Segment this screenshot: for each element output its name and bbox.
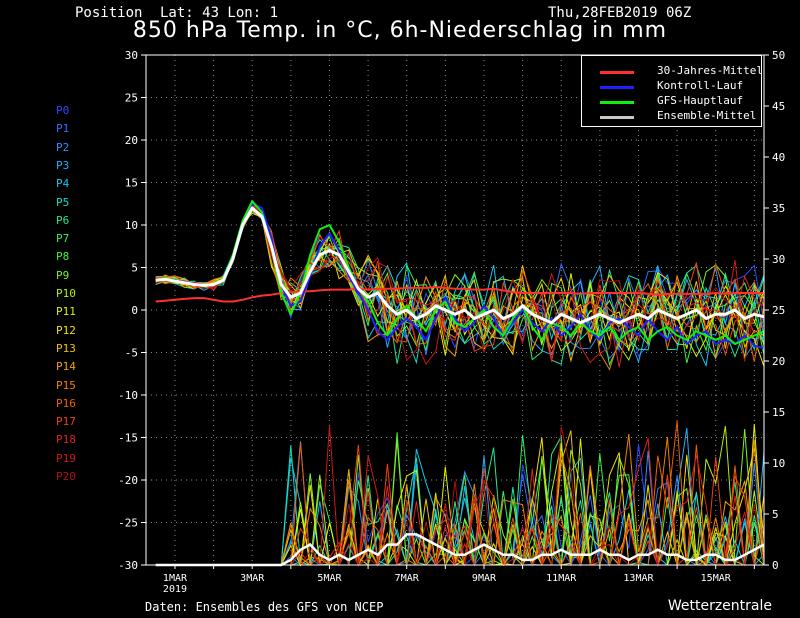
left-tick-label: 0 <box>131 304 138 317</box>
run-time: Thu,28FEB2019 06Z <box>548 5 692 21</box>
highlight-series <box>155 200 765 567</box>
legend: 30-Jahres-Mittel Kontroll-Lauf GFS-Haupt… <box>581 55 763 127</box>
x-tick-label: 11MAR <box>546 573 577 584</box>
x-tick-label: 3MAR <box>240 573 265 584</box>
member-label-p11: P11 <box>56 305 76 319</box>
series-line-ensemble-mittel <box>155 206 765 325</box>
legend-label: Ensemble-Mittel <box>657 109 757 122</box>
member-line-p19 <box>155 207 765 366</box>
left-tick-label: 5 <box>131 262 138 275</box>
position-label: Position <box>75 5 143 21</box>
member-label-p4: P4 <box>56 177 70 191</box>
member-label-p12: P12 <box>56 323 76 337</box>
legend-item-mean: Ensemble-Mittel <box>582 109 763 125</box>
member-label-p6: P6 <box>56 213 70 227</box>
x-tick-label: 15MAR <box>701 573 732 584</box>
series-line-30-jahres-mittel <box>155 286 764 303</box>
left-tick-label: -5 <box>125 347 138 360</box>
left-tick-label: 25 <box>125 92 138 105</box>
left-tick-label: 20 <box>125 134 138 147</box>
coordinates: Lat: 43 Lon: 1 <box>160 5 279 21</box>
member-line-p5 <box>155 210 765 365</box>
left-tick-label: 30 <box>125 49 138 62</box>
member-line-p16 <box>155 208 765 362</box>
right-tick-label: 10 <box>772 457 785 470</box>
left-tick-label: -10 <box>118 389 138 402</box>
left-tick-label: -30 <box>118 559 138 572</box>
member-label-p17: P17 <box>56 415 76 429</box>
member-label-p10: P10 <box>56 287 76 300</box>
legend-label: Kontroll-Lauf <box>657 79 744 92</box>
member-label-p0: P0 <box>56 104 70 117</box>
member-label-p2: P2 <box>56 140 70 154</box>
member-line-p3 <box>155 208 765 364</box>
series-line-gfs-hauptlauf <box>155 200 765 345</box>
left-tick-label: 15 <box>125 177 138 190</box>
right-tick-label: 35 <box>772 202 785 215</box>
member-label-p13: P13 <box>56 341 76 355</box>
member-label-p3: P3 <box>56 158 70 172</box>
member-label-p18: P18 <box>56 433 76 447</box>
legend-swatch <box>600 101 634 104</box>
member-line-p0 <box>155 204 765 360</box>
legend-item-control: Kontroll-Lauf <box>582 79 763 95</box>
right-tick-label: 0 <box>772 559 779 572</box>
data-source: Daten: Ensembles des GFS von NCEP <box>145 600 384 614</box>
legend-swatch <box>600 71 634 74</box>
right-tick-label: 50 <box>772 49 785 62</box>
legend-swatch <box>600 116 634 119</box>
left-tick-label: -25 <box>118 517 138 530</box>
x-tick-sublabel: 2019 <box>163 584 187 595</box>
legend-item-main-run: GFS-Hauptlauf <box>582 94 763 110</box>
member-label-p7: P7 <box>56 232 70 246</box>
member-label-p14: P14 <box>56 360 76 374</box>
right-tick-label: 40 <box>772 151 785 164</box>
member-label-p15: P15 <box>56 378 76 392</box>
right-tick-label: 20 <box>772 355 785 368</box>
x-tick-label: 5MAR <box>317 573 342 584</box>
axes: -30 -25 -20 -15 -10 -5 0 5 10 15 20 25 30 0 5 10 15 20 25 3… <box>118 49 785 595</box>
member-label-p1: P1 <box>56 122 70 136</box>
member-label-p5: P5 <box>56 195 70 209</box>
legend-item-climate: 30-Jahres-Mittel <box>582 64 763 80</box>
ensemble-members <box>155 203 765 371</box>
member-line-p8 <box>155 208 765 367</box>
member-line-p20 <box>155 204 765 362</box>
left-tick-label: -15 <box>118 432 138 445</box>
member-label-p16: P16 <box>56 396 76 410</box>
right-tick-label: 15 <box>772 406 785 419</box>
x-tick-label: 1MAR <box>163 573 188 584</box>
member-label-p8: P8 <box>56 250 70 264</box>
member-label-p9: P9 <box>56 268 70 282</box>
right-tick-label: 45 <box>772 100 785 113</box>
member-label-p19: P19 <box>56 451 76 465</box>
legend-label: 30-Jahres-Mittel <box>657 64 763 77</box>
precipitation-traces <box>155 420 765 567</box>
left-tick-label: 10 <box>125 219 138 232</box>
member-line-p18 <box>155 205 765 368</box>
x-tick-label: 9MAR <box>472 573 497 584</box>
x-tick-label: 7MAR <box>395 573 420 584</box>
legend-swatch <box>600 86 634 89</box>
member-label-p20: P20 <box>56 470 76 483</box>
member-line-p6 <box>155 206 765 365</box>
legend-label: GFS-Hauptlauf <box>657 94 744 107</box>
right-tick-label: 30 <box>772 253 785 266</box>
chart-title: 850 hPa Temp. in °C, 6h-Niederschlag in … <box>132 18 668 43</box>
x-tick-label: 13MAR <box>623 573 654 584</box>
member-line-p2 <box>155 204 765 360</box>
right-tick-label: 25 <box>772 304 785 317</box>
left-tick-label: -20 <box>118 474 138 487</box>
right-tick-label: 5 <box>772 508 779 521</box>
brand-label: Wetterzentrale <box>667 598 772 614</box>
